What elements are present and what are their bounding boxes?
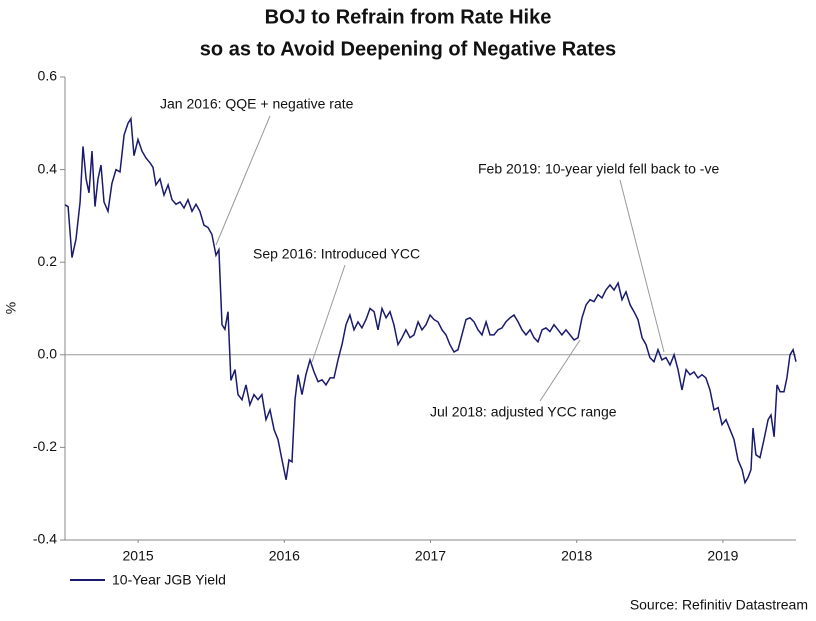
x-tick-label: 2018 <box>561 548 592 564</box>
y-tick-label: 0.6 <box>38 68 58 84</box>
x-tick-label: 2019 <box>707 548 738 564</box>
annotation-arrow <box>539 339 581 402</box>
annotation: Jan 2016: QQE + negative rate <box>160 96 354 112</box>
annotation-arrow <box>311 264 346 363</box>
annotation-arrow <box>619 179 665 353</box>
annotation: Jul 2018: adjusted YCC range <box>430 404 617 420</box>
annotation-arrow <box>215 115 271 246</box>
y-tick-label: -0.2 <box>33 438 57 454</box>
legend-label: 10-Year JGB Yield <box>112 572 226 588</box>
y-tick-label: 0.2 <box>38 253 58 269</box>
x-tick-label: 2015 <box>123 548 154 564</box>
chart-title: BOJ to Refrain from Rate Hike <box>265 6 552 28</box>
x-tick-label: 2017 <box>415 548 446 564</box>
source: Source: Refinitiv Datastream <box>630 597 808 613</box>
series-line <box>64 116 797 485</box>
y-tick-label: 0.0 <box>38 346 58 362</box>
y-tick-label: -0.4 <box>33 531 57 547</box>
annotation: Feb 2019: 10-year yield fell back to -ve <box>478 161 719 177</box>
chart-title: so as to Avoid Deepening of Negative Rat… <box>200 38 616 60</box>
annotation: Sep 2016: Introduced YCC <box>253 246 420 262</box>
y-axis-label: % <box>3 302 19 314</box>
x-tick-label: 2016 <box>269 548 300 564</box>
y-tick-label: 0.4 <box>38 160 58 176</box>
